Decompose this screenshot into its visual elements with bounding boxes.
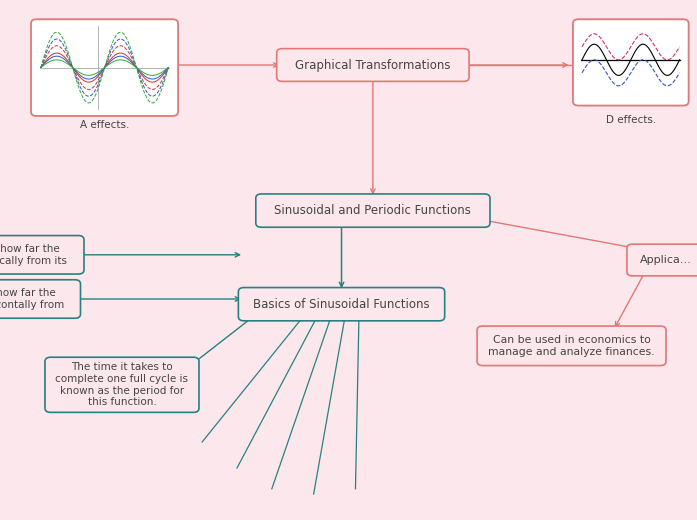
Text: Can be used in economics to
manage and analyze finances.: Can be used in economics to manage and a… bbox=[489, 335, 654, 357]
Text: D effects.: D effects. bbox=[606, 115, 656, 125]
FancyBboxPatch shape bbox=[0, 280, 80, 318]
FancyBboxPatch shape bbox=[238, 288, 445, 321]
FancyBboxPatch shape bbox=[277, 48, 469, 81]
Text: ...how far the
...rizontally from: ...how far the ...rizontally from bbox=[0, 288, 64, 310]
Text: Basics of Sinusoidal Functions: Basics of Sinusoidal Functions bbox=[253, 297, 430, 311]
FancyBboxPatch shape bbox=[45, 357, 199, 412]
FancyBboxPatch shape bbox=[31, 19, 178, 116]
FancyBboxPatch shape bbox=[256, 194, 490, 227]
Text: ...how far the
...tically from its: ...how far the ...tically from its bbox=[0, 244, 67, 266]
FancyBboxPatch shape bbox=[0, 236, 84, 274]
Text: Applica...: Applica... bbox=[640, 255, 691, 265]
FancyBboxPatch shape bbox=[627, 244, 697, 276]
Text: Graphical Transformations: Graphical Transformations bbox=[295, 58, 451, 71]
Text: Sinusoidal and Periodic Functions: Sinusoidal and Periodic Functions bbox=[275, 204, 471, 217]
FancyBboxPatch shape bbox=[477, 326, 666, 366]
Text: A effects.: A effects. bbox=[80, 120, 129, 129]
Text: The time it takes to
complete one full cycle is
known as the period for
this fun: The time it takes to complete one full c… bbox=[56, 362, 188, 407]
FancyBboxPatch shape bbox=[573, 19, 689, 106]
